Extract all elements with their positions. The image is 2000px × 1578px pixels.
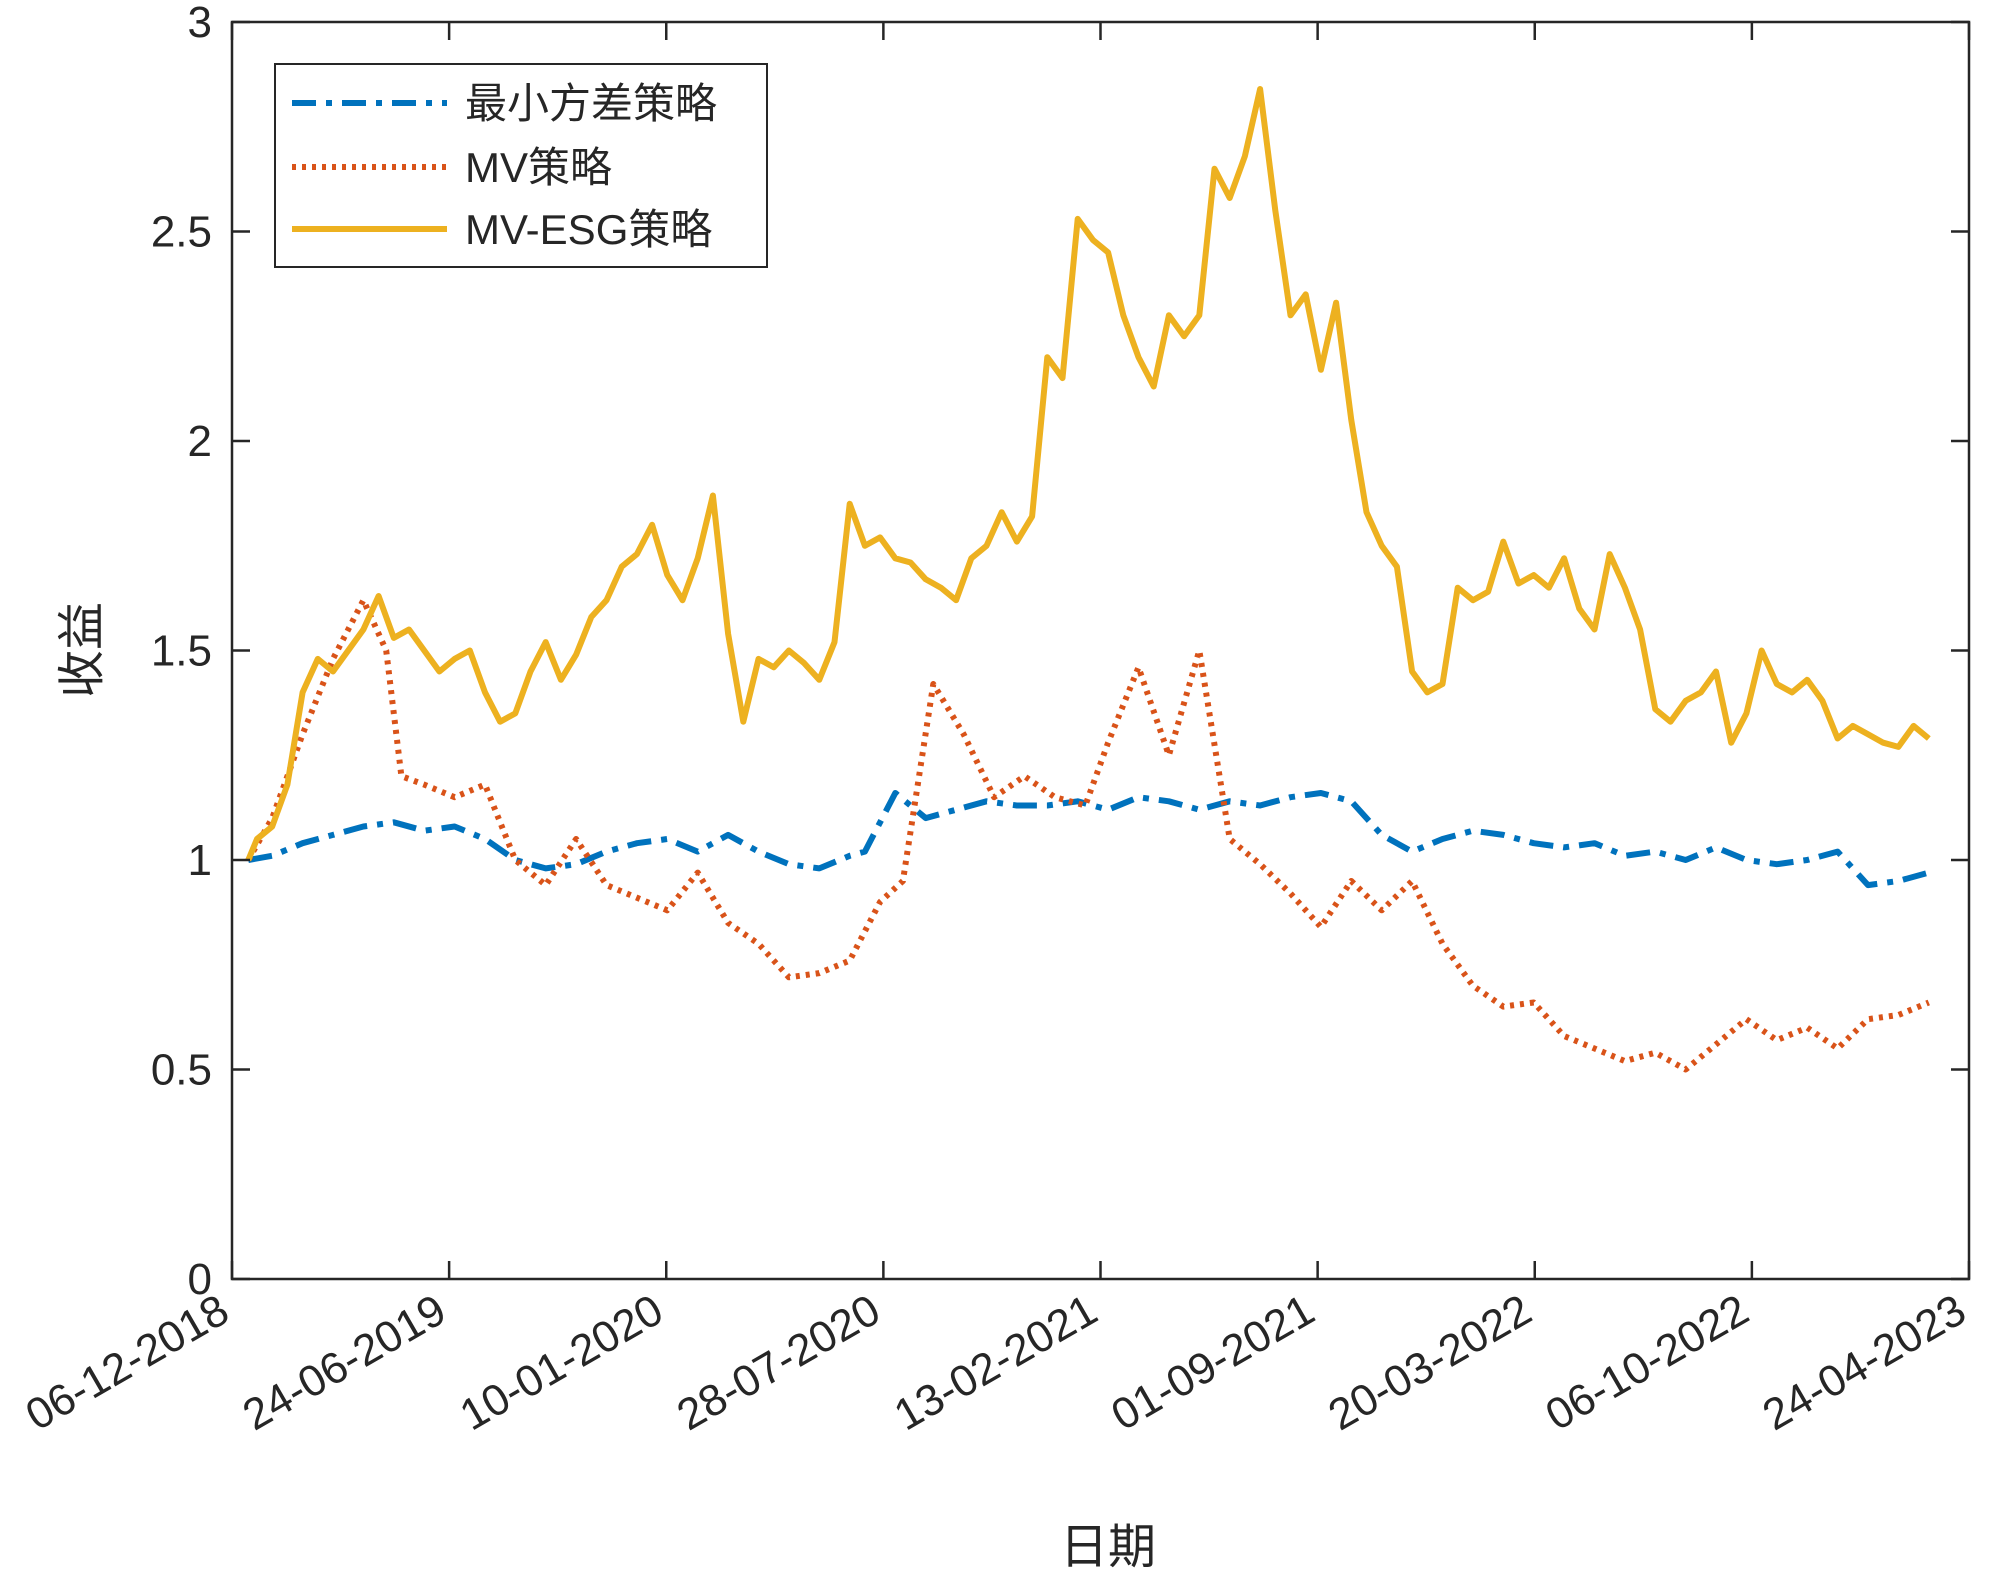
legend-label-mv: MV策略 bbox=[465, 144, 612, 191]
series-line-min-variance bbox=[247, 790, 1930, 889]
x-tick-label: 20-03-2022 bbox=[1320, 1285, 1539, 1440]
x-tick-label: 28-07-2020 bbox=[669, 1285, 888, 1440]
series-line-mv-esg bbox=[245, 86, 1931, 862]
x-tick-label: 24-06-2019 bbox=[235, 1285, 454, 1440]
x-tick-label: 06-12-2018 bbox=[18, 1285, 237, 1440]
y-tick-label: 1 bbox=[188, 836, 212, 885]
y-tick-label: 0 bbox=[188, 1255, 212, 1304]
y-tick-label: 2 bbox=[188, 417, 212, 466]
x-tick-label: 13-02-2021 bbox=[886, 1285, 1105, 1440]
legend-box bbox=[274, 63, 768, 268]
y-tick-label: 2.5 bbox=[151, 208, 212, 257]
legend-label-min-variance: 最小方差策略 bbox=[465, 80, 717, 127]
y-tick-label: 3 bbox=[188, 0, 212, 47]
x-axis-title: 日期 bbox=[1060, 1521, 1156, 1574]
y-tick-label: 0.5 bbox=[151, 1046, 212, 1095]
y-axis-title: 收益 bbox=[56, 602, 109, 698]
y-tick-label: 1.5 bbox=[151, 627, 212, 676]
x-tick-label: 01-09-2021 bbox=[1103, 1285, 1322, 1440]
x-tick-label: 10-01-2020 bbox=[452, 1285, 671, 1440]
x-tick-label: 24-04-2023 bbox=[1755, 1285, 1974, 1440]
y-axis-ticks: 0 0.5 1 1.5 2 2.5 3 bbox=[151, 0, 1969, 1304]
series-line-mv bbox=[245, 597, 1930, 1073]
legend: 最小方差策略 MV策略 MV-ESG策略 bbox=[274, 63, 768, 268]
legend-label-mv-esg: MV-ESG策略 bbox=[465, 206, 712, 253]
series-layer bbox=[245, 86, 1931, 1073]
x-tick-label: 06-10-2022 bbox=[1537, 1285, 1756, 1440]
